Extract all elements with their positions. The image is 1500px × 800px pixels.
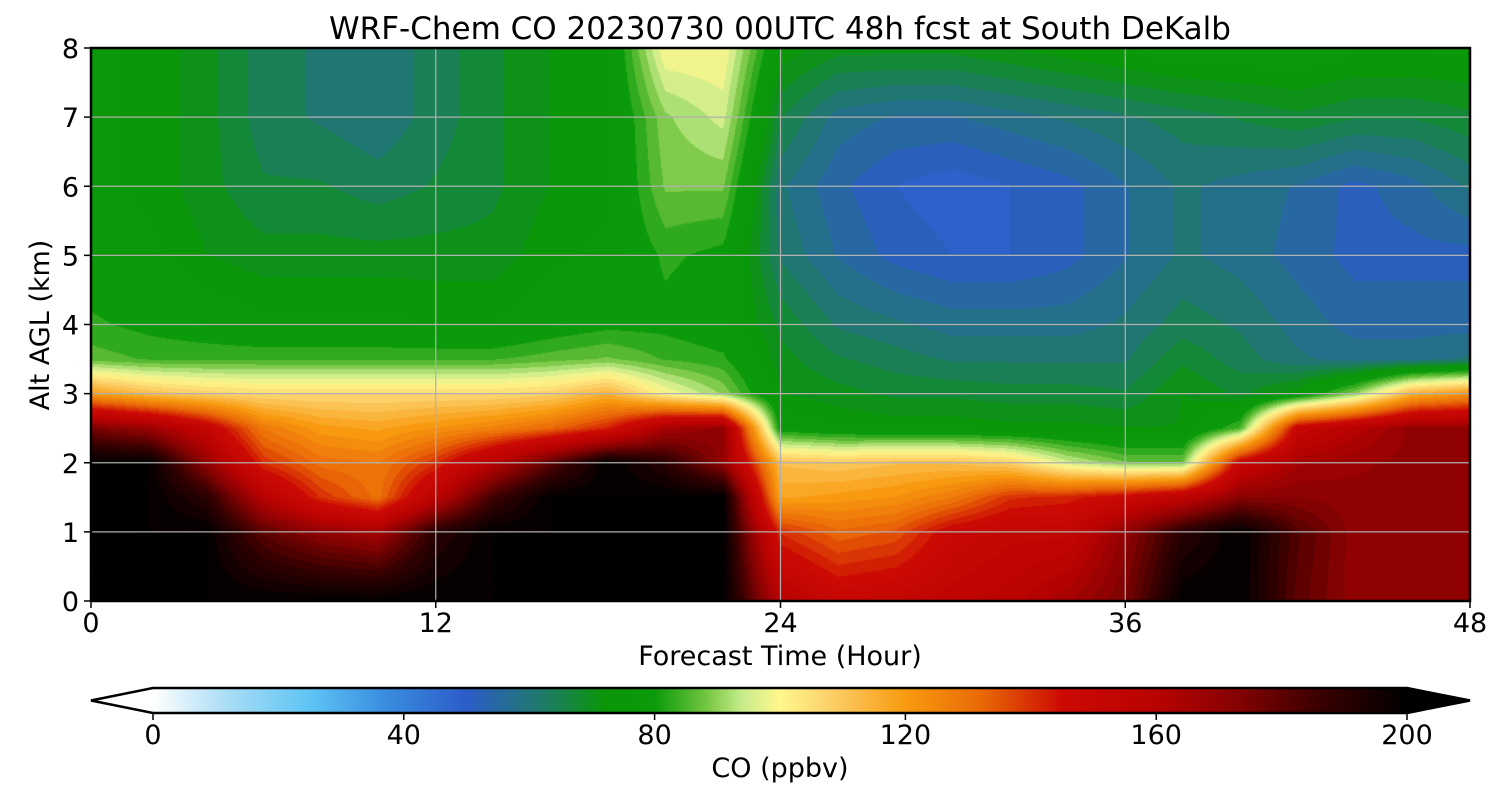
y-tick-label: 6 bbox=[62, 172, 79, 203]
y-tick-label: 4 bbox=[62, 311, 79, 342]
y-axis-label: Alt AGL (km) bbox=[25, 240, 56, 411]
y-tick-label: 5 bbox=[62, 241, 79, 272]
colorbar-gradient bbox=[153, 688, 1407, 713]
colorbar-tick-label: 0 bbox=[144, 720, 161, 751]
x-tick-label: 24 bbox=[763, 608, 797, 639]
y-tick-label: 0 bbox=[62, 587, 79, 618]
y-tick-label: 2 bbox=[62, 449, 79, 480]
colorbar-label: CO (ppbv) bbox=[711, 753, 848, 784]
colorbar-ticks: 0 40 80 120 160 200 bbox=[144, 713, 1433, 751]
x-tick-label: 12 bbox=[419, 608, 453, 639]
colorbar-tick-label: 120 bbox=[880, 720, 932, 751]
chart-title: WRF-Chem CO 20230730 00UTC 48h fcst at S… bbox=[329, 11, 1231, 47]
colorbar-extend-max bbox=[1407, 688, 1470, 713]
x-tick-label: 48 bbox=[1453, 608, 1487, 639]
grid-lines bbox=[91, 48, 1470, 601]
colorbar-tick-label: 40 bbox=[387, 720, 421, 751]
colorbar-extend-min bbox=[91, 688, 153, 713]
y-axis: 0 1 2 3 4 5 6 7 8 bbox=[62, 34, 91, 618]
colorbar-tick-label: 200 bbox=[1381, 720, 1433, 751]
x-axis-label: Forecast Time (Hour) bbox=[638, 641, 922, 672]
colorbar-tick-label: 80 bbox=[637, 720, 671, 751]
y-tick-label: 8 bbox=[62, 34, 79, 65]
y-tick-label: 7 bbox=[62, 103, 79, 134]
colorbar: 0 40 80 120 160 200 CO (ppbv) bbox=[90, 686, 1471, 784]
x-axis: 0 12 24 36 48 bbox=[82, 601, 1487, 639]
y-tick-label: 1 bbox=[62, 518, 79, 549]
x-tick-label: 36 bbox=[1108, 608, 1142, 639]
y-tick-label: 3 bbox=[62, 380, 79, 411]
x-tick-label: 0 bbox=[82, 608, 99, 639]
colorbar-tick-label: 160 bbox=[1130, 720, 1182, 751]
